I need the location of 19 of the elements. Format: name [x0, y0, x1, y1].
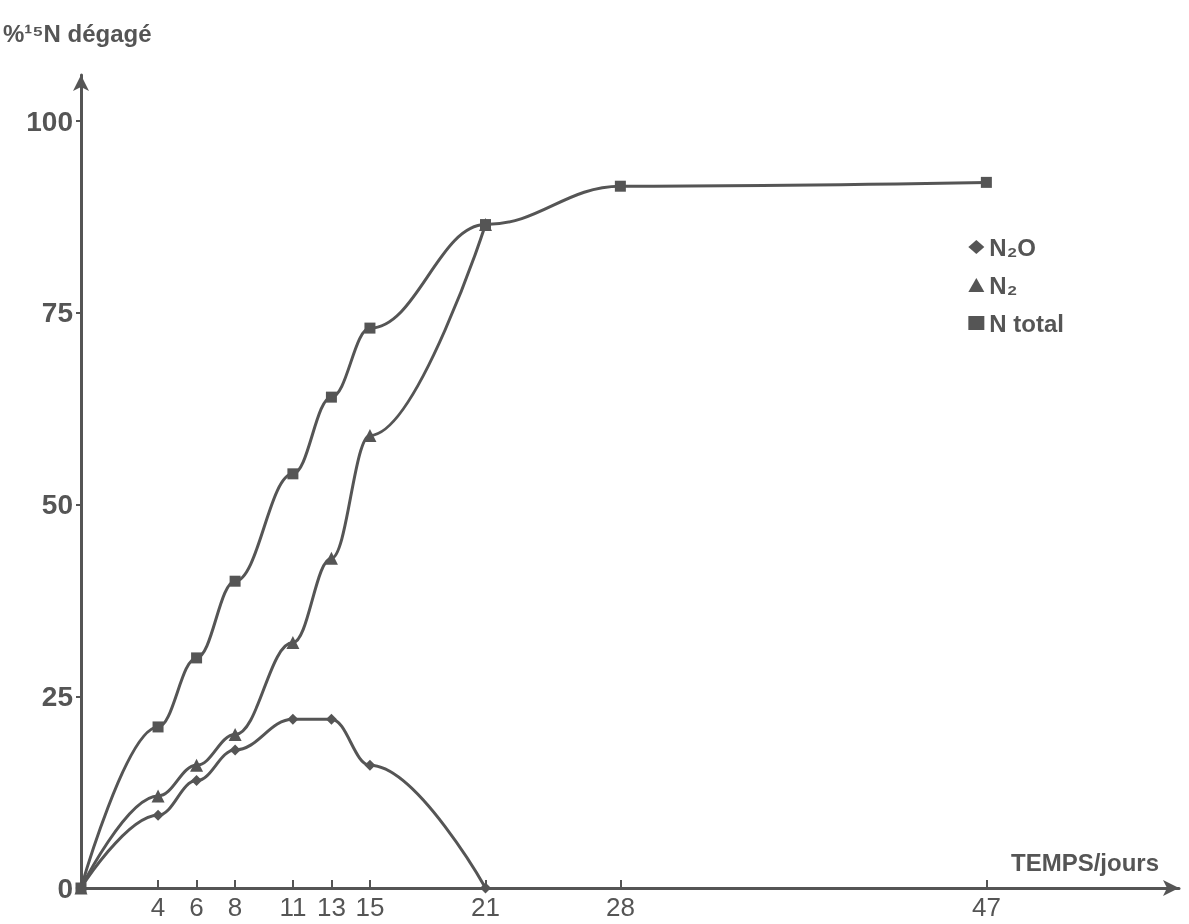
- x-tick-label: 13: [316, 892, 346, 922]
- x-tick-label: 15: [355, 892, 385, 922]
- x-tick-label: 6: [189, 892, 204, 922]
- y-tick-label: 0: [57, 872, 73, 904]
- y-tick-label: 75: [41, 297, 73, 329]
- y-axis-title: %¹⁵N dégagé: [3, 19, 152, 47]
- legend-label: N total: [989, 309, 1065, 337]
- y-tick-label: 100: [26, 105, 73, 137]
- legend-label: N₂O: [989, 233, 1037, 261]
- x-tick-label: 47: [971, 892, 1001, 922]
- legend-label: N₂: [989, 271, 1018, 299]
- x-tick-label: 4: [150, 892, 166, 922]
- y-tick-label: 25: [41, 680, 73, 712]
- x-tick-label: 28: [605, 892, 635, 922]
- x-axis-title: TEMPS/jours: [1010, 848, 1159, 876]
- x-tick-label: 21: [471, 892, 500, 922]
- y-tick-label: 50: [41, 489, 73, 521]
- x-tick-label: 8: [227, 892, 243, 922]
- x-tick-label: 11: [279, 892, 307, 922]
